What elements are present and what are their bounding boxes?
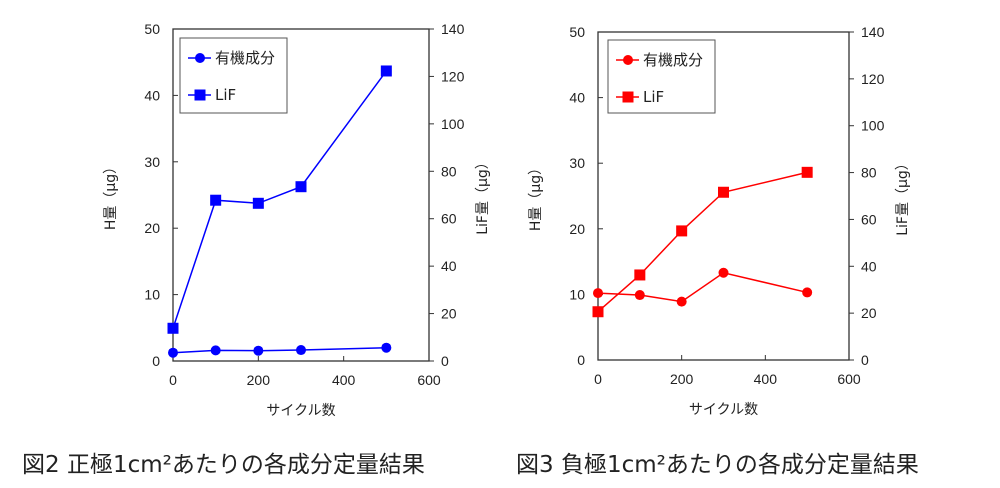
y2-axis-label: LiF量（μg） bbox=[475, 155, 491, 235]
y2-tick-label: 140 bbox=[441, 21, 465, 37]
y2-tick-label: 100 bbox=[441, 116, 465, 132]
data-point-lif bbox=[676, 225, 688, 237]
legend-label: LiF bbox=[215, 86, 236, 104]
y2-tick-label: 80 bbox=[441, 163, 457, 179]
legend-circle-marker bbox=[623, 55, 633, 65]
legend-label: LiF bbox=[643, 88, 664, 106]
y-axis-label: H量（μg） bbox=[528, 161, 544, 231]
y2-tick-label: 0 bbox=[861, 352, 869, 368]
x-tick-label: 600 bbox=[417, 372, 441, 388]
y-tick-label: 50 bbox=[144, 21, 160, 37]
y2-tick-label: 120 bbox=[861, 71, 885, 87]
legend: 有機成分 LiF bbox=[179, 37, 288, 114]
data-point-lif bbox=[295, 181, 307, 193]
series-line-lif bbox=[597, 171, 808, 313]
y2-tick-label: 120 bbox=[441, 68, 465, 84]
data-point-organic bbox=[210, 345, 221, 356]
data-point-organic bbox=[253, 345, 264, 356]
y-tick-label: 40 bbox=[144, 87, 160, 103]
y2-axis-label: LiF量（μg） bbox=[895, 156, 911, 236]
legend: 有機成分 LiF bbox=[607, 39, 716, 114]
y2-tick-label: 100 bbox=[861, 118, 885, 134]
legend-label: 有機成分 bbox=[643, 51, 703, 69]
data-point-lif bbox=[167, 322, 179, 334]
x-tick-label: 400 bbox=[754, 371, 778, 387]
data-point-organic bbox=[168, 347, 178, 358]
legend-square-marker bbox=[622, 91, 634, 103]
y-tick-label: 30 bbox=[569, 155, 585, 171]
data-point-organic bbox=[676, 296, 687, 307]
y2-tick-label: 20 bbox=[441, 306, 457, 322]
y2-tick-label: 20 bbox=[861, 305, 877, 321]
y2-tick-label: 80 bbox=[861, 165, 877, 181]
data-point-lif bbox=[210, 194, 222, 206]
y-tick-label: 30 bbox=[144, 154, 160, 170]
figure-2-caption: 図2 正極1cm²あたりの各成分定量結果 bbox=[22, 452, 425, 478]
figure-3-caption: 図3 負極1cm²あたりの各成分定量結果 bbox=[516, 452, 919, 478]
data-point-organic bbox=[381, 342, 392, 353]
data-point-lif bbox=[380, 65, 392, 77]
data-point-organic bbox=[593, 288, 603, 299]
data-point-organic bbox=[718, 267, 729, 278]
legend-square-marker bbox=[194, 89, 206, 101]
data-point-organic bbox=[296, 345, 306, 356]
data-point-lif bbox=[634, 269, 646, 281]
y-tick-label: 20 bbox=[144, 220, 160, 236]
x-tick-label: 200 bbox=[670, 371, 694, 387]
x-tick-label: 0 bbox=[594, 371, 602, 387]
y-tick-label: 0 bbox=[152, 353, 160, 369]
chart-3: 0 200 400 60001020304050020406080100120140サ… bbox=[528, 24, 911, 418]
y-tick-label: 50 bbox=[569, 24, 585, 40]
series-line-organic bbox=[597, 271, 808, 303]
x-tick-label: 600 bbox=[837, 371, 861, 387]
y-tick-label: 40 bbox=[569, 90, 585, 106]
x-tick-label: 0 bbox=[169, 372, 177, 388]
x-tick-label: 200 bbox=[247, 372, 271, 388]
data-point-lif bbox=[592, 306, 604, 318]
x-tick-label: 400 bbox=[332, 372, 356, 388]
legend-circle-marker bbox=[195, 53, 205, 63]
y2-tick-label: 40 bbox=[861, 258, 877, 274]
y2-tick-label: 40 bbox=[441, 258, 457, 274]
y-tick-label: 0 bbox=[577, 352, 585, 368]
data-point-lif bbox=[801, 166, 813, 178]
data-point-organic bbox=[634, 290, 645, 301]
y-axis-label: H量（μg） bbox=[103, 160, 119, 230]
data-point-organic bbox=[802, 287, 813, 298]
x-axis-label: サイクル数 bbox=[689, 402, 758, 418]
chart-2: 0 200 400 60001020304050020406080100120140サ… bbox=[103, 21, 491, 419]
plot-frame bbox=[597, 31, 850, 361]
y2-tick-label: 60 bbox=[861, 211, 877, 227]
series-line-organic bbox=[172, 346, 387, 354]
x-axis-label: サイクル数 bbox=[266, 403, 335, 419]
y-tick-label: 20 bbox=[569, 221, 585, 237]
y2-tick-label: 0 bbox=[441, 353, 449, 369]
y2-tick-label: 60 bbox=[441, 211, 457, 227]
legend-label: 有機成分 bbox=[215, 49, 275, 67]
data-point-lif bbox=[718, 186, 729, 198]
y2-tick-label: 140 bbox=[861, 24, 885, 40]
y-tick-label: 10 bbox=[569, 286, 585, 302]
data-point-lif bbox=[252, 197, 264, 209]
y-tick-label: 10 bbox=[144, 287, 160, 303]
plot-frame bbox=[172, 28, 430, 362]
